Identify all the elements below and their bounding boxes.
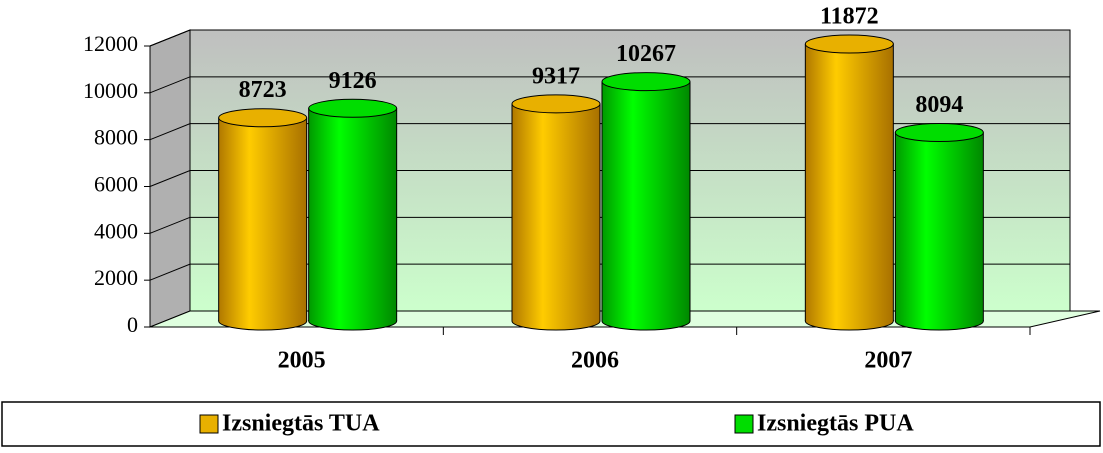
bar [602, 81, 690, 321]
data-label: 9317 [532, 63, 580, 89]
legend-label: Izsniegtās TUA [222, 411, 380, 437]
grid-line [149, 29, 1070, 47]
legend-label: Izsniegtās PUA [757, 411, 914, 437]
y-tick-label: 8000 [94, 125, 138, 150]
legend-swatch [199, 414, 219, 434]
legend [1, 401, 1101, 447]
grid-line [149, 170, 1070, 187]
legend-swatch [734, 414, 754, 434]
x-tick-label: 2006 [571, 348, 619, 374]
y-tick-label: 0 [127, 312, 138, 337]
bar [895, 132, 984, 321]
x-tick-label: 2007 [864, 348, 912, 374]
x-tick-label: 2005 [278, 348, 326, 374]
bar-top [894, 122, 984, 142]
grid-line [149, 123, 1070, 141]
grid-line [149, 216, 1070, 234]
data-label: 11872 [820, 3, 879, 29]
y-tick-label: 4000 [94, 218, 138, 243]
y-tick-label: 10000 [83, 78, 138, 103]
data-label: 8094 [915, 92, 963, 118]
data-label: 9126 [329, 68, 377, 94]
bar-top [601, 72, 691, 92]
data-label: 10267 [616, 41, 676, 67]
bar-top [308, 98, 398, 118]
grid-line [149, 263, 1070, 281]
bar [805, 43, 894, 321]
y-tick-label: 2000 [94, 265, 138, 290]
data-label: 8723 [239, 77, 287, 103]
y-tick-label: 6000 [94, 172, 138, 197]
y-tick-label: 12000 [83, 31, 138, 56]
bar [308, 108, 397, 321]
bar [512, 103, 600, 321]
bar-top [511, 94, 601, 114]
bar [218, 117, 307, 321]
grid-line [149, 76, 1070, 94]
bar-top [804, 34, 894, 54]
bar-top [218, 108, 308, 128]
